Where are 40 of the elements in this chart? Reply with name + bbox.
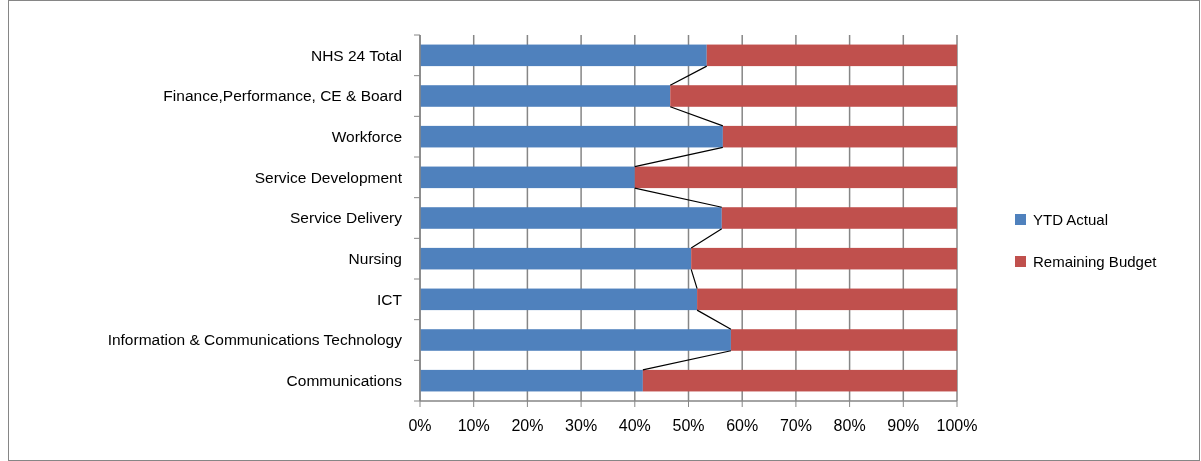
- bar: [420, 207, 722, 229]
- bar: [722, 125, 957, 148]
- y-tick-label: Finance,Performance, CE & Board: [163, 87, 402, 105]
- y-tick-label: Communications: [286, 372, 403, 390]
- bar: [420, 44, 707, 67]
- x-tick-label: 20%: [511, 417, 544, 434]
- bar: [721, 207, 957, 229]
- x-tick-label: 80%: [833, 417, 866, 434]
- x-tick-label: 60%: [726, 417, 759, 434]
- legend-label: YTD Actual: [1033, 211, 1109, 229]
- x-tick-label: 70%: [779, 417, 812, 434]
- x-tick-label: 0%: [408, 417, 432, 434]
- y-tick-label: ICT: [377, 290, 403, 308]
- x-tick-label: 50%: [672, 417, 705, 434]
- bar: [697, 288, 957, 311]
- bar: [642, 369, 957, 392]
- bar: [420, 329, 731, 351]
- x-tick-label: 40%: [618, 417, 651, 434]
- bar: [420, 166, 635, 189]
- bar: [706, 44, 957, 67]
- bar: [420, 288, 698, 311]
- bar: [420, 247, 692, 270]
- bar: [670, 85, 957, 107]
- y-tick-label: Information & Communications Technology: [107, 331, 403, 349]
- y-tick-label: Nursing: [348, 250, 402, 268]
- bar: [691, 247, 957, 270]
- y-tick-label: Service Development: [254, 168, 403, 186]
- legend-label: Remaining Budget: [1033, 253, 1158, 271]
- x-tick-label: 90%: [887, 417, 920, 434]
- x-tick-label: 30%: [565, 417, 598, 434]
- y-tick-label: Workforce: [331, 128, 402, 146]
- bar: [420, 369, 643, 392]
- bar: [634, 166, 957, 189]
- bar: [420, 85, 671, 107]
- x-tick-label: 100%: [936, 417, 978, 434]
- bar: [420, 125, 723, 148]
- bar: [730, 329, 957, 351]
- y-tick-label: NHS 24 Total: [310, 46, 402, 64]
- x-tick-label: 10%: [457, 417, 490, 434]
- y-tick-label: Service Delivery: [290, 209, 403, 227]
